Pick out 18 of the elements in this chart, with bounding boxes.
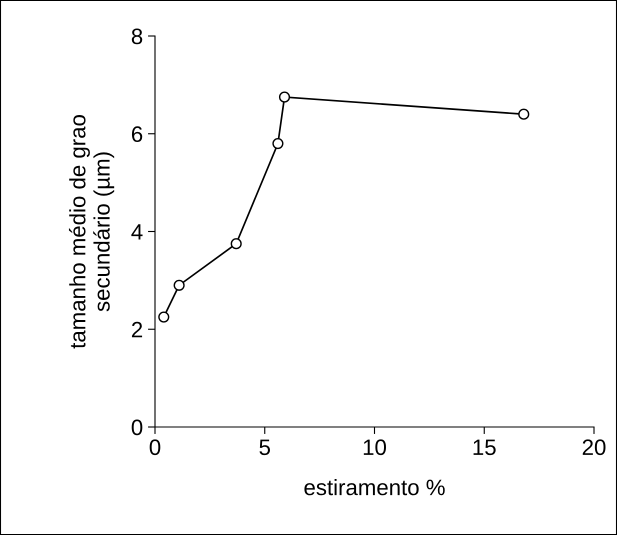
y-tick-label: 6 xyxy=(132,126,142,142)
x-tick-label: 0 xyxy=(150,439,160,456)
y-tick-label: 2 xyxy=(132,322,142,338)
point xyxy=(278,92,290,103)
point xyxy=(174,280,185,291)
y-tick-label: 8 xyxy=(132,28,142,44)
y-axis-title: tamanho médio de grao secundário (µm) xyxy=(68,115,114,349)
x-tick-label: 10 xyxy=(364,439,386,456)
x-tick-label: 20 xyxy=(582,439,606,456)
x-tick-label: 15 xyxy=(474,440,496,456)
x-tick-label: 5 xyxy=(259,440,270,456)
point xyxy=(272,138,284,150)
point xyxy=(158,311,170,323)
y-tick-label: 4 xyxy=(131,224,143,240)
x-axis-title: estiramento % xyxy=(304,478,445,496)
y-tick-label: 0 xyxy=(132,420,142,436)
point xyxy=(230,238,242,250)
point xyxy=(518,108,530,120)
